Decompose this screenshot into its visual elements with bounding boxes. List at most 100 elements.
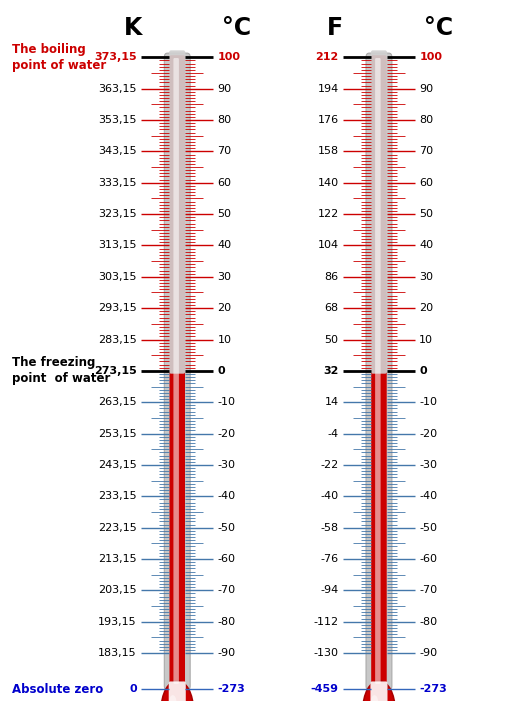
Text: 313,15: 313,15 [98, 241, 137, 251]
Text: 273,15: 273,15 [94, 366, 137, 376]
Text: Absolute zero: Absolute zero [12, 683, 103, 696]
Text: 176: 176 [318, 115, 339, 125]
FancyBboxPatch shape [371, 51, 387, 373]
Text: 50: 50 [419, 209, 433, 219]
Text: 50: 50 [324, 335, 339, 345]
Text: 158: 158 [318, 147, 339, 157]
Text: -90: -90 [217, 648, 236, 658]
Ellipse shape [161, 681, 193, 702]
Text: 70: 70 [419, 147, 434, 157]
Text: 212: 212 [315, 53, 339, 62]
Text: 90: 90 [419, 84, 434, 93]
Text: 20: 20 [217, 303, 232, 313]
Text: -70: -70 [217, 585, 236, 595]
Text: K: K [124, 16, 142, 40]
Ellipse shape [371, 695, 378, 702]
Text: 373,15: 373,15 [94, 53, 137, 62]
Text: -10: -10 [419, 397, 437, 407]
Ellipse shape [169, 695, 176, 702]
Text: 30: 30 [419, 272, 433, 282]
Text: The boiling
point of water: The boiling point of water [12, 43, 106, 72]
Text: 50: 50 [217, 209, 231, 219]
FancyBboxPatch shape [169, 51, 186, 373]
Text: -94: -94 [320, 585, 339, 595]
Text: 90: 90 [217, 84, 232, 93]
Text: -459: -459 [310, 684, 339, 694]
Text: 140: 140 [318, 178, 339, 187]
Text: -4: -4 [328, 429, 339, 439]
FancyBboxPatch shape [164, 53, 190, 690]
Text: 293,15: 293,15 [98, 303, 137, 313]
Text: -40: -40 [419, 491, 437, 501]
Text: 183,15: 183,15 [98, 648, 137, 658]
Text: 40: 40 [217, 241, 232, 251]
Text: 263,15: 263,15 [98, 397, 137, 407]
Text: 303,15: 303,15 [98, 272, 137, 282]
Text: 60: 60 [217, 178, 231, 187]
Text: -40: -40 [217, 491, 236, 501]
Text: 333,15: 333,15 [98, 178, 137, 187]
Text: -112: -112 [314, 617, 339, 627]
Text: -10: -10 [217, 397, 236, 407]
Text: -20: -20 [217, 429, 236, 439]
Text: 104: 104 [318, 241, 339, 251]
Text: 253,15: 253,15 [98, 429, 137, 439]
Text: 0: 0 [217, 366, 225, 376]
Text: -80: -80 [217, 617, 236, 627]
Text: 100: 100 [419, 53, 443, 62]
FancyBboxPatch shape [371, 55, 387, 687]
Text: °C: °C [424, 16, 453, 40]
Text: -50: -50 [419, 523, 437, 533]
FancyBboxPatch shape [366, 53, 392, 690]
Text: 30: 30 [217, 272, 231, 282]
Text: The freezing
point  of water: The freezing point of water [12, 357, 110, 385]
Text: 233,15: 233,15 [98, 491, 137, 501]
Text: -80: -80 [419, 617, 437, 627]
Text: -50: -50 [217, 523, 236, 533]
Ellipse shape [363, 681, 395, 702]
Text: -273: -273 [419, 684, 447, 694]
Text: 363,15: 363,15 [98, 84, 137, 93]
Text: -130: -130 [314, 648, 339, 658]
FancyBboxPatch shape [375, 58, 381, 684]
Text: 68: 68 [324, 303, 339, 313]
Text: -30: -30 [419, 460, 437, 470]
Text: -90: -90 [419, 648, 437, 658]
FancyBboxPatch shape [370, 682, 387, 702]
Text: 223,15: 223,15 [98, 523, 137, 533]
Text: 0: 0 [419, 366, 427, 376]
Text: 0: 0 [129, 684, 137, 694]
Text: -30: -30 [217, 460, 236, 470]
Text: F: F [327, 16, 343, 40]
Text: 32: 32 [323, 366, 339, 376]
FancyBboxPatch shape [170, 55, 185, 687]
Text: -70: -70 [419, 585, 437, 595]
Text: 193,15: 193,15 [98, 617, 137, 627]
Text: 353,15: 353,15 [98, 115, 137, 125]
Text: -40: -40 [320, 491, 339, 501]
FancyBboxPatch shape [168, 682, 186, 702]
Text: 194: 194 [317, 84, 339, 93]
Text: -60: -60 [217, 554, 236, 564]
Text: -273: -273 [217, 684, 245, 694]
Text: 86: 86 [324, 272, 339, 282]
Text: 80: 80 [419, 115, 434, 125]
Text: -58: -58 [320, 523, 339, 533]
Text: 213,15: 213,15 [98, 554, 137, 564]
Text: -20: -20 [419, 429, 437, 439]
Text: °C: °C [222, 16, 251, 40]
Text: 10: 10 [419, 335, 433, 345]
Text: 40: 40 [419, 241, 434, 251]
Text: 243,15: 243,15 [98, 460, 137, 470]
Text: -60: -60 [419, 554, 437, 564]
Text: -76: -76 [320, 554, 339, 564]
Text: 323,15: 323,15 [98, 209, 137, 219]
Text: 10: 10 [217, 335, 231, 345]
Text: 100: 100 [217, 53, 241, 62]
Text: 80: 80 [217, 115, 232, 125]
Text: 122: 122 [317, 209, 339, 219]
Text: 60: 60 [419, 178, 433, 187]
FancyBboxPatch shape [173, 58, 179, 684]
Text: 14: 14 [324, 397, 339, 407]
Text: 203,15: 203,15 [98, 585, 137, 595]
